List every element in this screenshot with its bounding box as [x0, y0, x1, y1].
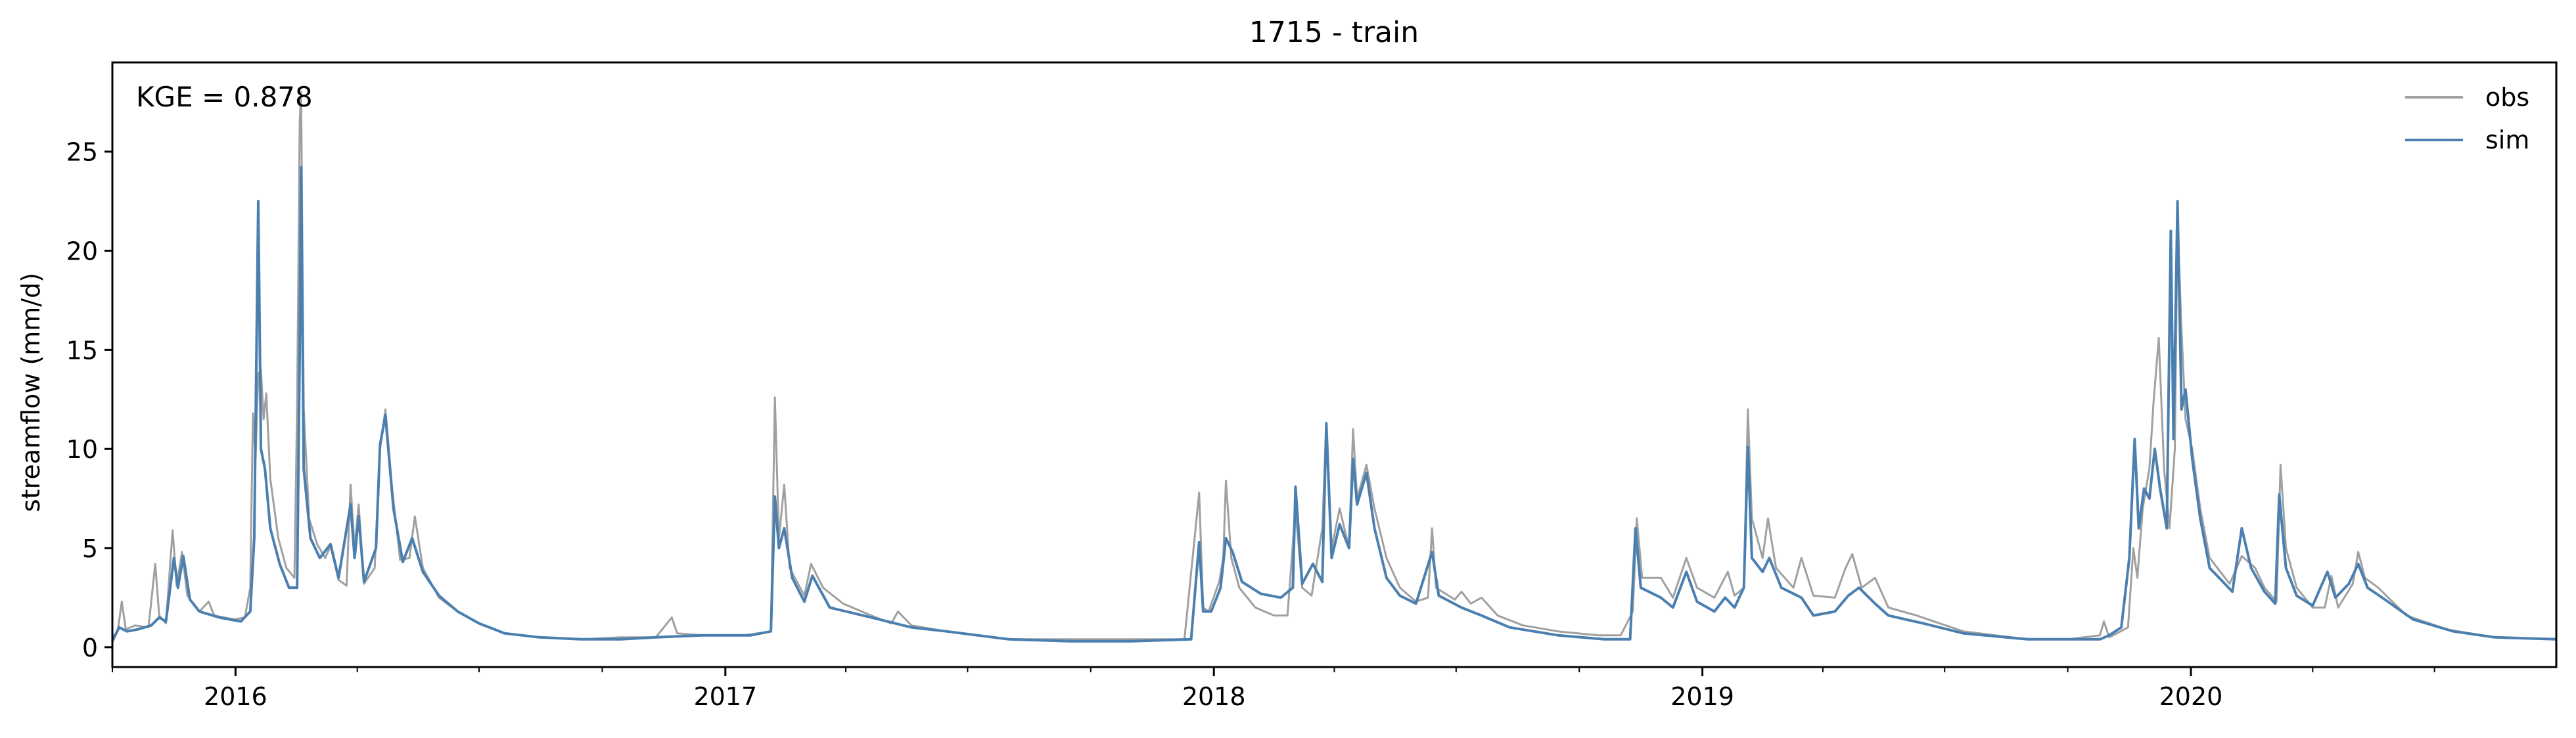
legend-obs-label: obs: [2485, 83, 2529, 112]
y-tick-label: 25: [66, 138, 98, 167]
y-axis-label: streamflow (mm/d): [16, 273, 45, 512]
plot-frame: [111, 61, 2558, 668]
legend-sim-label: sim: [2485, 126, 2529, 154]
y-tick-label: 0: [82, 634, 98, 662]
x-tick-label: 2019: [1670, 682, 1734, 711]
series-line-sim: [111, 166, 2557, 643]
y-tick-label: 20: [66, 237, 98, 266]
chart-title: 1715 - train: [1249, 16, 1419, 49]
legend: obs sim: [2405, 83, 2529, 154]
x-tick-label: 2017: [693, 682, 757, 711]
y-tick-label: 5: [82, 534, 98, 563]
x-axis: 2016 2017 2018 2019 2020: [112, 667, 2435, 711]
series-line-obs: [111, 91, 2557, 641]
x-tick-label: 2016: [204, 682, 267, 711]
y-tick-label: 15: [66, 336, 98, 365]
plot-lines: [111, 91, 2557, 643]
y-tick-label: 10: [66, 435, 98, 464]
x-tick-label: 2020: [2159, 682, 2223, 711]
y-axis: 0 5 10 15 20 25: [66, 138, 112, 662]
kge-annotation: KGE = 0.878: [136, 81, 313, 113]
x-tick-label: 2018: [1182, 682, 1246, 711]
